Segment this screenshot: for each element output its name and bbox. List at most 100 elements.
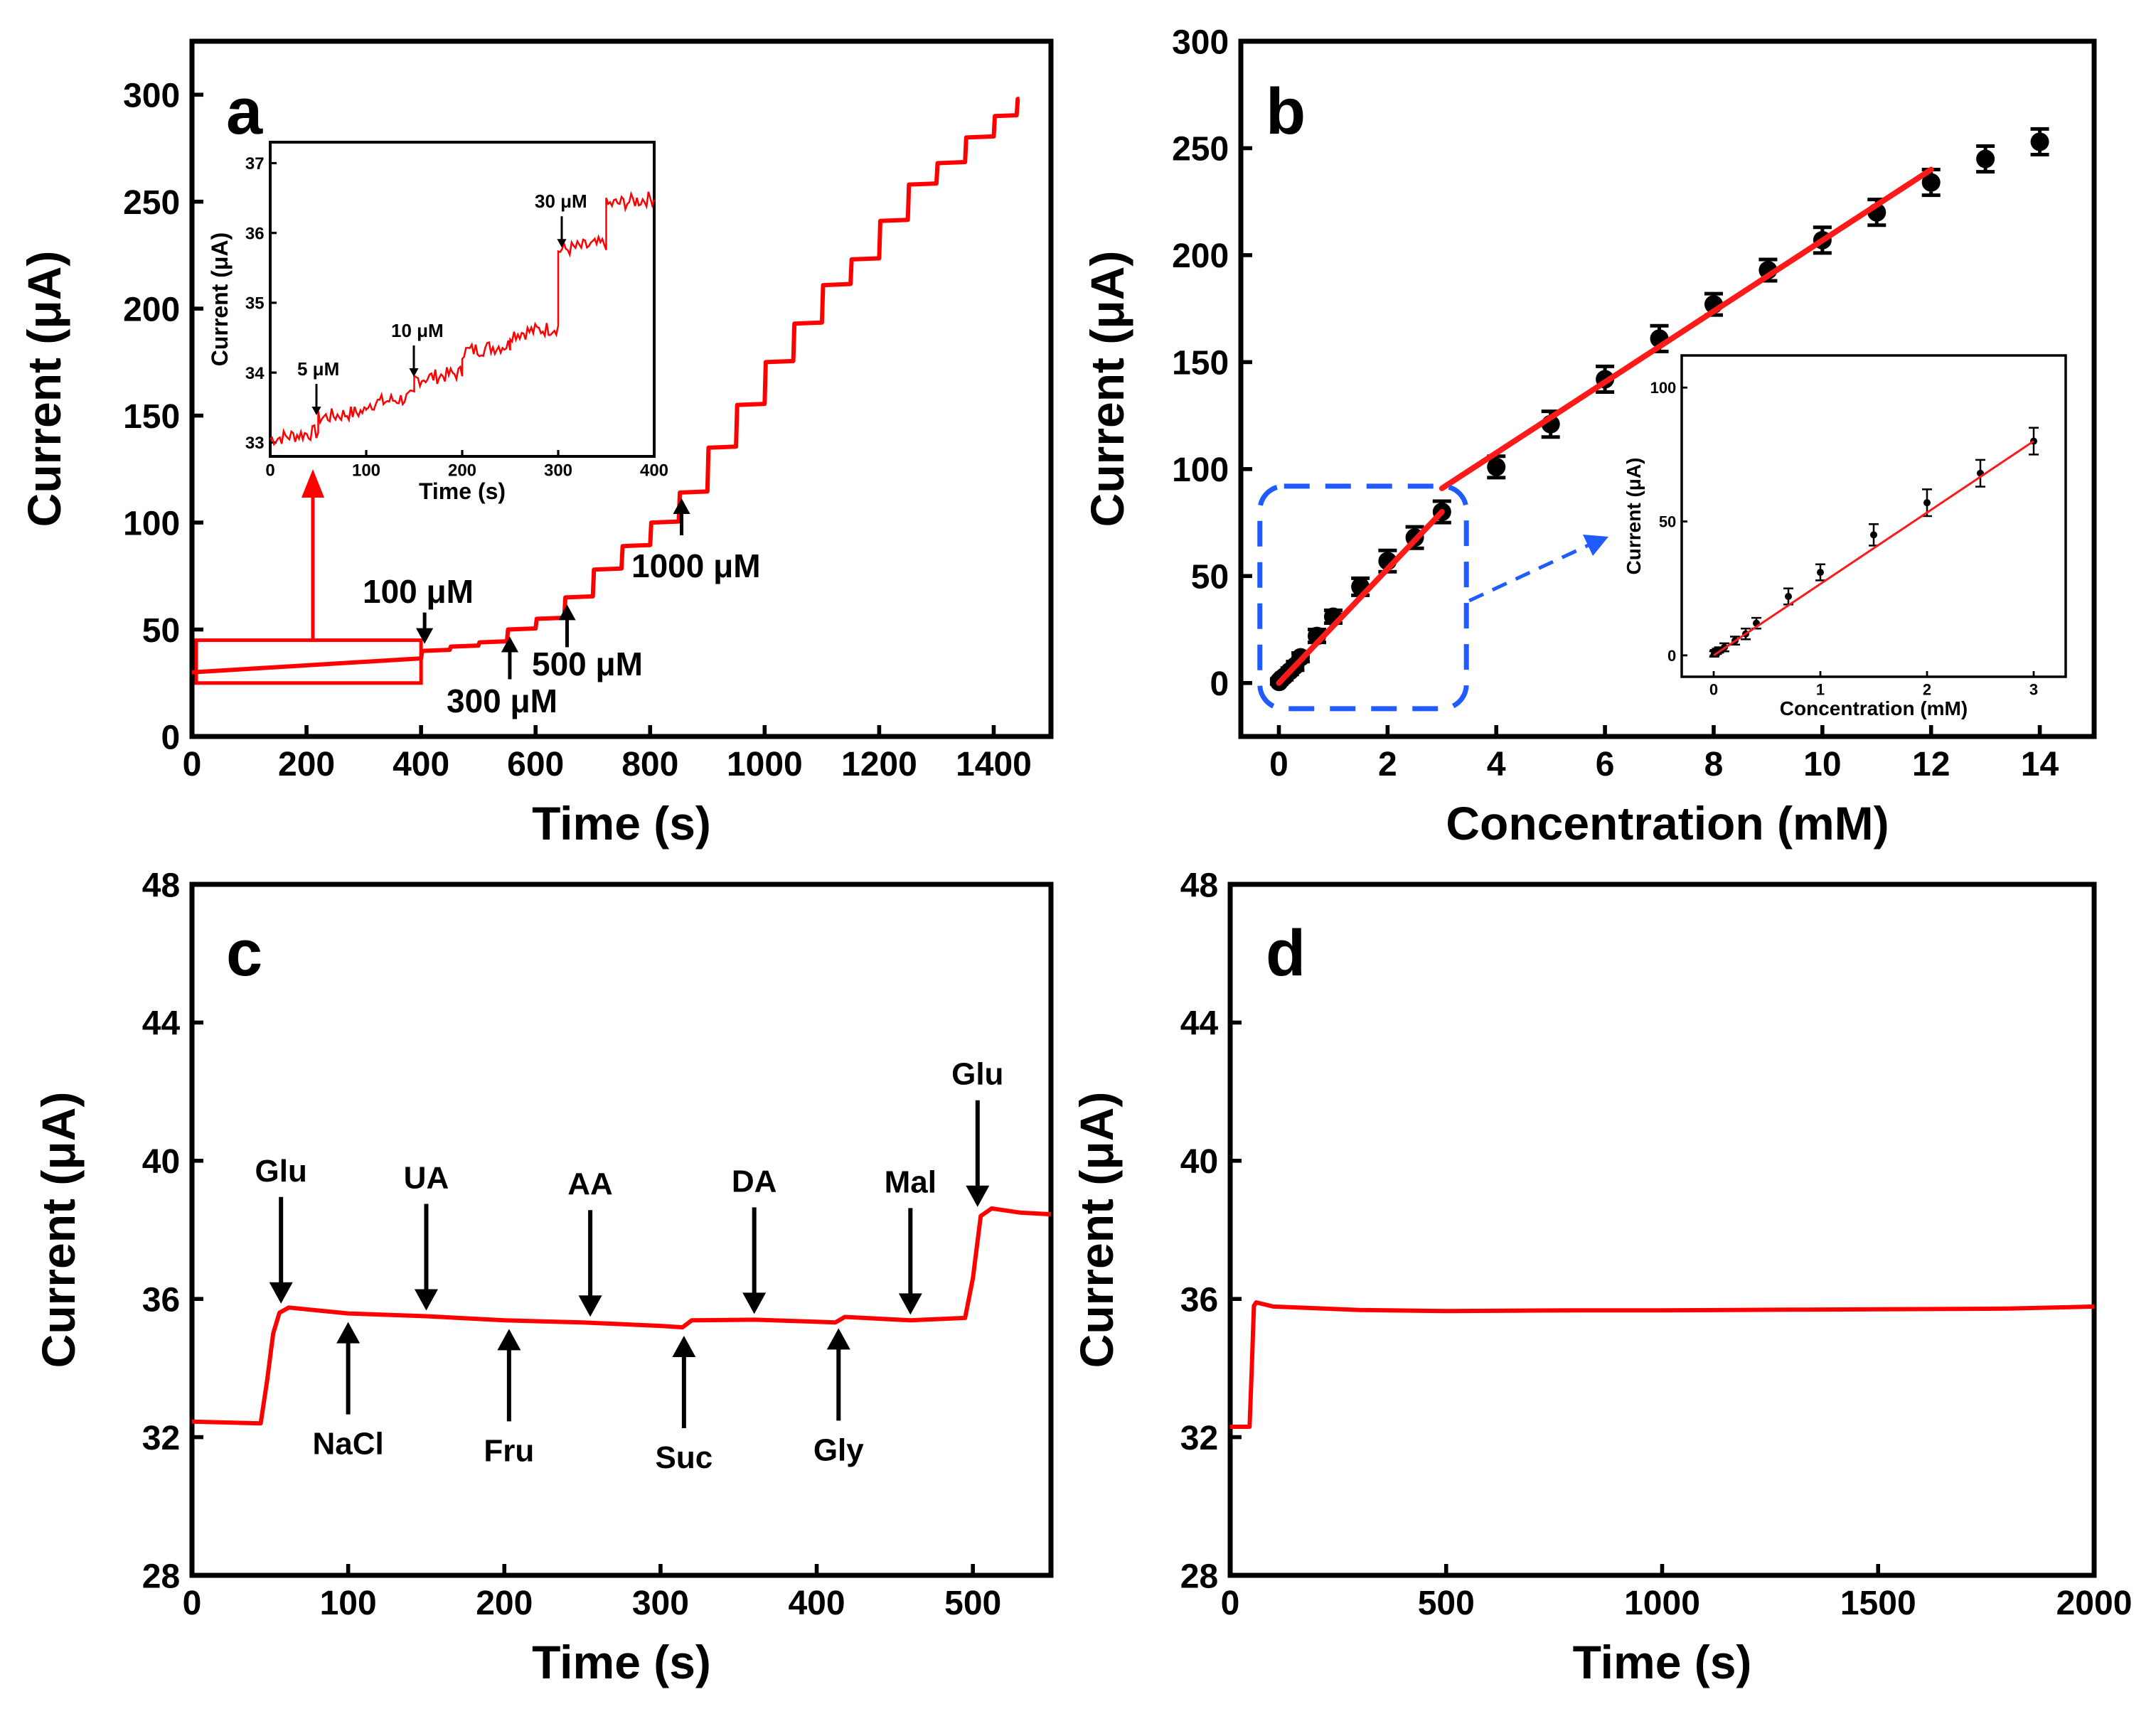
c-y-tick-label: 28 (142, 1558, 180, 1595)
b-y-axis-label: Current (μA) (1081, 251, 1133, 527)
c-annotation-label: Mal (885, 1164, 936, 1199)
a-x-tick-label: 800 (621, 746, 678, 783)
a-inset-x-tick-label: 300 (544, 461, 572, 481)
b-x-tick-label: 4 (1487, 746, 1506, 783)
a-annotation-label: 100 μM (363, 573, 474, 610)
c-annotation-arrow-head (336, 1322, 361, 1344)
c-y-tick-label: 36 (142, 1281, 180, 1319)
c-annotation-label: Glu (255, 1154, 307, 1189)
c-y-tick-label: 40 (142, 1143, 180, 1181)
d-y-tick-label: 44 (1180, 1005, 1219, 1043)
panel-b-chart: 0 2 4 6 8 10 12 14050100150200250300Concentrati… (1081, 23, 2097, 850)
c-annotation-label: Suc (656, 1440, 713, 1475)
d-x-tick-label: 1000 (1624, 1585, 1700, 1622)
c-plot-frame (189, 882, 1054, 1578)
b-x-tick-label: 2 (1378, 746, 1397, 783)
a-y-tick-label: 250 (123, 184, 180, 222)
b-y-tick-label: 200 (1172, 237, 1229, 275)
a-inset-x-tick-label: 400 (640, 461, 668, 481)
a-annotation-arrow-head (501, 636, 519, 653)
b-y-tick-label: 150 (1172, 345, 1229, 382)
a-x-tick-label: 600 (507, 746, 564, 783)
b-inset-x-tick-label: 1 (1816, 680, 1825, 698)
c-current-trace (191, 1206, 1052, 1426)
a-inset-x-tick-label: 200 (448, 461, 476, 481)
a-inset-annotation-arrow-head (311, 406, 321, 415)
c-annotation-arrow-head (898, 1293, 922, 1315)
a-inset-background (270, 142, 654, 456)
a-y-tick-label: 200 (123, 291, 180, 328)
b-inset-data-point (1923, 499, 1931, 507)
c-x-tick-label: 300 (632, 1585, 689, 1622)
b-y-tick-label: 300 (1172, 23, 1229, 61)
b-x-tick-label: 12 (1912, 746, 1950, 783)
a-zoom-box (194, 638, 423, 685)
c-x-axis-label: Time (s) (532, 1636, 711, 1688)
a-x-tick-label: 400 (393, 746, 449, 783)
c-x-tick-label: 200 (476, 1585, 533, 1622)
panel-c-chart: 0 100 200 300 400 500 28 32 36 40 44 48 Time (s) Curr… (32, 867, 1054, 1688)
b-inset-x-axis-label: Concentration (mM) (1780, 697, 1968, 719)
d-x-tick-label: 2000 (2056, 1585, 2133, 1622)
a-annotation-arrow-head (558, 604, 576, 621)
a-y-tick-label: 150 (123, 398, 180, 436)
a-inset-y-tick-label: 36 (245, 224, 265, 243)
a-plot-frame (189, 38, 1054, 739)
a-inset-annotation-label: 10 μM (391, 320, 444, 341)
b-plot-frame (1238, 38, 2097, 739)
c-annotation-arrow-head (966, 1185, 990, 1207)
c-annotation-label: UA (404, 1161, 449, 1196)
b-data-point (1976, 149, 1995, 168)
b-y-tick-label: 100 (1172, 451, 1229, 489)
d-current-trace (1230, 1300, 2095, 1429)
a-annotation-label: 500 μM (532, 645, 643, 682)
a-zoom-arrow-head (301, 469, 324, 498)
b-inset-data-point (1785, 593, 1792, 600)
a-annotation-label: 300 μM (447, 682, 557, 719)
c-annotation-arrow-head (826, 1328, 850, 1350)
b-x-tick-label: 10 (1803, 746, 1841, 783)
c-annotation-label: AA (567, 1167, 613, 1201)
a-inset-y-tick-label: 35 (245, 294, 265, 314)
b-inset-y-tick-label: 50 (1659, 513, 1676, 530)
a-inset-annotation-arrow-head (409, 368, 419, 377)
c-y-tick-label: 48 (142, 867, 180, 904)
a-y-tick-label: 50 (142, 612, 180, 650)
a-inset-x-tick-label: 0 (265, 461, 274, 481)
c-annotation-label: Gly (813, 1432, 864, 1467)
a-x-tick-label: 200 (278, 746, 335, 783)
b-fit-line (1439, 166, 1934, 491)
b-x-tick-label: 14 (2021, 746, 2059, 783)
d-x-axis-label: Time (s) (1573, 1636, 1752, 1688)
a-x-tick-label: 0 (183, 746, 202, 783)
a-annotation-arrow-head (673, 498, 690, 514)
b-x-tick-label: 8 (1704, 746, 1724, 783)
a-x-axis-label: Time (s) (532, 797, 711, 850)
a-inset-annotation-label: 5 μM (297, 358, 339, 380)
c-annotation-label: NaCl (313, 1427, 384, 1462)
a-x-tick-label: 1400 (956, 746, 1032, 783)
c-annotation-label: Fru (484, 1433, 534, 1468)
a-inset-trace (270, 191, 656, 446)
a-inset-annotation-label: 30 μM (535, 191, 587, 212)
a-y-tick-label: 0 (161, 719, 180, 756)
b-x-tick-label: 0 (1269, 746, 1288, 783)
b-x-tick-label: 6 (1596, 746, 1615, 783)
c-y-tick-label: 44 (142, 1005, 181, 1043)
b-fit-line (1276, 509, 1445, 686)
b-inset-data-point (1817, 569, 1824, 577)
b-data-point (1487, 457, 1506, 476)
c-x-tick-label: 400 (788, 1585, 845, 1622)
c-annotation-arrow-head (742, 1292, 767, 1314)
a-inset-y-tick-label: 33 (245, 434, 265, 453)
a-inset-y-tick-label: 34 (245, 364, 265, 383)
d-y-tick-label: 32 (1180, 1420, 1218, 1457)
b-inset-x-tick-label: 2 (1923, 680, 1931, 698)
b-inset-fit-line (1713, 440, 2034, 657)
c-annotation-arrow-head (497, 1329, 521, 1351)
c-x-tick-label: 100 (320, 1585, 377, 1622)
d-y-axis-label: Current (μA) (1070, 1092, 1123, 1368)
b-x-axis-label: Concentration (mM) (1446, 797, 1889, 850)
b-inset-plot-frame (1680, 354, 2067, 678)
